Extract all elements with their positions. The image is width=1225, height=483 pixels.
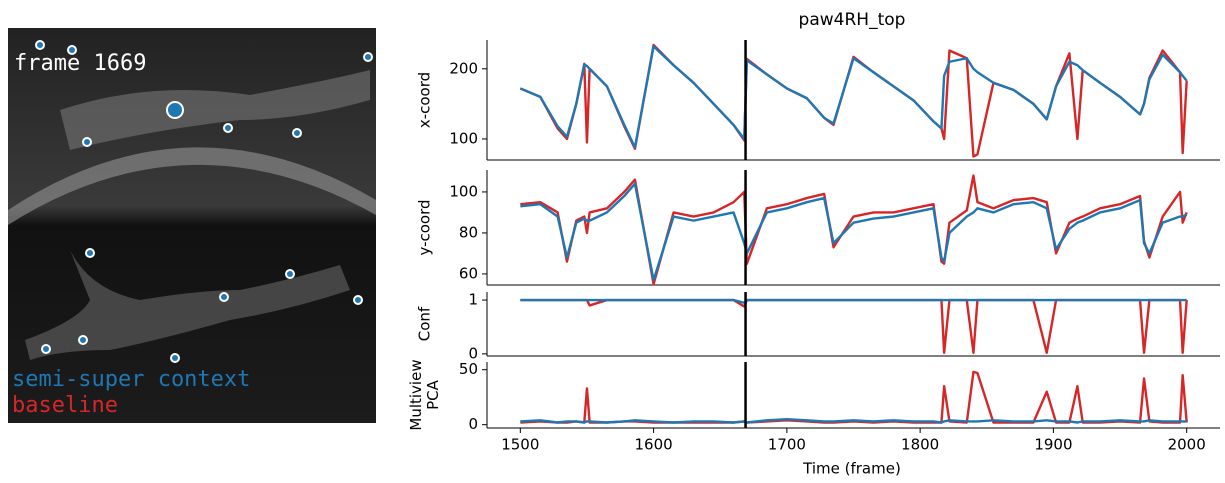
x-tick-label: 1700 bbox=[768, 436, 806, 454]
keypoint bbox=[85, 248, 95, 258]
series-line bbox=[520, 418, 1187, 424]
y-tick-label: 100 bbox=[449, 182, 478, 200]
legend-entry: baseline bbox=[12, 393, 118, 418]
legend-entry: semi-super context bbox=[12, 367, 250, 392]
y-tick-label: 80 bbox=[459, 223, 478, 241]
frame-label: frame 1669 bbox=[14, 51, 146, 76]
y-tick-label: 100 bbox=[449, 129, 478, 147]
y-axis-label: x-coord bbox=[416, 72, 434, 128]
y-axis-label: Conf bbox=[416, 306, 434, 341]
x-tick-label: 1600 bbox=[634, 436, 672, 454]
chart-title: paw4RH_top bbox=[799, 10, 906, 30]
keypoint bbox=[219, 292, 229, 302]
keypoint bbox=[82, 137, 92, 147]
y-tick-label: 200 bbox=[449, 59, 478, 77]
y-tick-label: 0 bbox=[468, 415, 478, 433]
keypoint bbox=[363, 52, 373, 62]
keypoint bbox=[223, 123, 233, 133]
keypoint bbox=[35, 40, 45, 50]
series-line bbox=[520, 298, 1187, 304]
series-line bbox=[520, 298, 1188, 354]
series-line bbox=[519, 45, 1188, 149]
x-tick-label: 1500 bbox=[501, 436, 539, 454]
keypoint bbox=[78, 335, 88, 345]
series-line bbox=[520, 182, 1188, 282]
mouse-body bbox=[60, 70, 370, 150]
keypoint bbox=[170, 353, 180, 363]
y-axis-label: y-coord bbox=[416, 199, 434, 255]
wheel-rim bbox=[8, 147, 376, 225]
keypoint bbox=[67, 45, 77, 55]
keypoint bbox=[41, 344, 51, 354]
keypoints bbox=[35, 40, 373, 363]
y-tick-label: 1 bbox=[468, 291, 478, 309]
series-line bbox=[520, 174, 1188, 286]
x-tick-label: 1900 bbox=[1034, 436, 1072, 454]
keypoint bbox=[285, 269, 295, 279]
y-axis-label: Multiview bbox=[407, 359, 425, 430]
y-tick-label: 60 bbox=[459, 264, 478, 282]
x-tick-label: 2000 bbox=[1168, 436, 1206, 454]
keypoint bbox=[166, 101, 184, 119]
x-axis-label: Time (frame) bbox=[802, 460, 901, 478]
keypoint bbox=[292, 128, 302, 138]
keypoint bbox=[353, 295, 363, 305]
y-axis-label: PCA bbox=[424, 379, 442, 410]
y-tick-label: 0 bbox=[468, 344, 478, 362]
series-line bbox=[520, 370, 1188, 424]
video-frame: frame 1669 semi-super context baseline bbox=[8, 28, 376, 423]
x-tick-label: 1800 bbox=[901, 436, 939, 454]
mouse-bottom bbox=[25, 250, 350, 360]
y-tick-label: 50 bbox=[459, 360, 478, 378]
